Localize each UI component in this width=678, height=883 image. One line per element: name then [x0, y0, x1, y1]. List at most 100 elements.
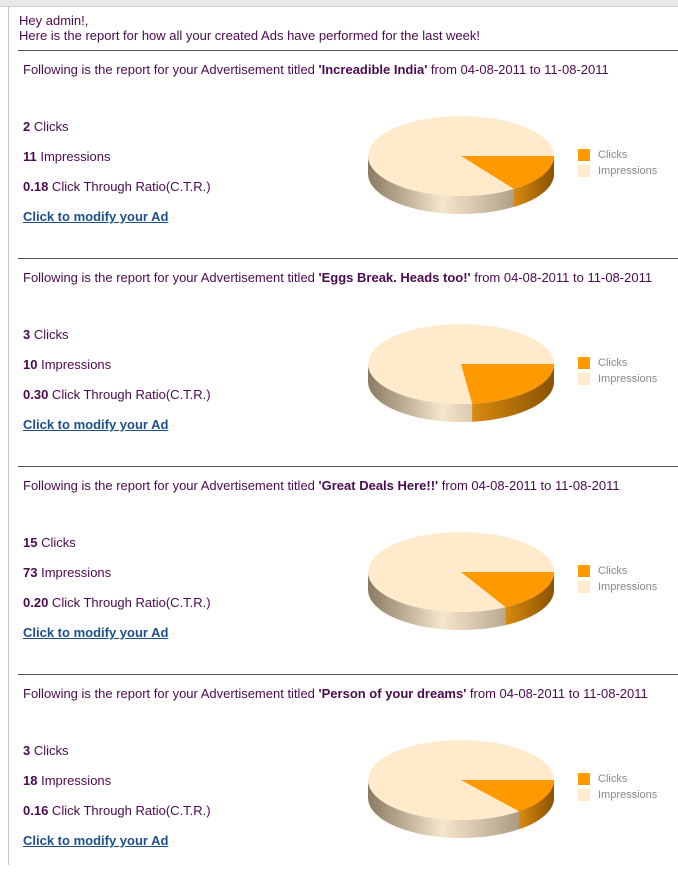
- pie-chart: [368, 116, 554, 214]
- section-separator: [18, 466, 678, 467]
- clicks-value: 15: [23, 535, 38, 550]
- ctr-label: Click Through Ratio(C.T.R.): [48, 179, 211, 194]
- ctr-stat: 0.20 Click Through Ratio(C.T.R.): [23, 595, 211, 610]
- legend-item-impressions: Impressions: [578, 163, 657, 179]
- legend-label: Clicks: [598, 565, 628, 577]
- impressions-stat: 18 Impressions: [23, 773, 111, 788]
- legend-item-clicks: Clicks: [578, 563, 657, 579]
- legend-label: Clicks: [598, 773, 628, 785]
- pie-chart: [368, 532, 554, 630]
- report-heading: Following is the report for your Adverti…: [23, 478, 620, 493]
- legend-label: Impressions: [598, 789, 658, 801]
- clicks-swatch: [578, 773, 590, 785]
- modify-ad-link[interactable]: Click to modify your Ad: [23, 209, 169, 224]
- date-to: 11-08-2011: [583, 686, 648, 701]
- legend-label: Clicks: [598, 357, 628, 369]
- clicks-label: Clicks: [37, 535, 76, 550]
- legend-label: Impressions: [598, 165, 658, 177]
- chart-legend: Clicks Impressions: [578, 563, 657, 595]
- legend-item-clicks: Clicks: [578, 355, 657, 371]
- clicks-swatch: [578, 357, 590, 369]
- legend-item-clicks: Clicks: [578, 147, 657, 163]
- clicks-swatch: [578, 149, 590, 161]
- legend-label: Clicks: [598, 149, 628, 161]
- date-from: 04-08-2011: [499, 686, 566, 701]
- section-separator: [18, 258, 678, 259]
- heading-to: to: [569, 270, 588, 285]
- impressions-swatch: [578, 581, 590, 593]
- ctr-value: 0.20: [23, 595, 49, 610]
- heading-from: from: [470, 270, 504, 285]
- clicks-stat: 3 Clicks: [23, 743, 69, 758]
- clicks-stat: 3 Clicks: [23, 327, 69, 342]
- legend-item-impressions: Impressions: [578, 371, 657, 387]
- impressions-label: Impressions: [37, 357, 112, 372]
- ctr-stat: 0.16 Click Through Ratio(C.T.R.): [23, 803, 211, 818]
- ad-title: 'Person of your dreams': [318, 686, 467, 701]
- legend-item-impressions: Impressions: [578, 579, 657, 595]
- modify-ad-link[interactable]: Click to modify your Ad: [23, 833, 169, 848]
- date-to: 11-08-2011: [555, 478, 620, 493]
- clicks-label: Clicks: [30, 119, 69, 134]
- greeting-line-1: Hey admin!,: [19, 13, 89, 28]
- legend-label: Impressions: [598, 581, 658, 593]
- clicks-slice: [461, 156, 554, 189]
- report-heading: Following is the report for your Adverti…: [23, 270, 652, 285]
- ctr-value: 0.16: [23, 803, 49, 818]
- top-border: [0, 0, 678, 7]
- clicks-value: 3: [23, 327, 31, 342]
- heading-from: from: [466, 686, 500, 701]
- pie-chart: [368, 740, 554, 838]
- impressions-swatch: [578, 165, 590, 177]
- ad-report-section: Following is the report for your Adverti…: [0, 467, 678, 675]
- impressions-label: Impressions: [37, 565, 112, 580]
- ctr-value: 0.18: [23, 179, 49, 194]
- impressions-stat: 73 Impressions: [23, 565, 111, 580]
- impressions-stat: 11 Impressions: [23, 149, 110, 164]
- ctr-value: 0.30: [23, 387, 49, 402]
- clicks-slice: [461, 572, 554, 608]
- chart-legend: Clicks Impressions: [578, 355, 657, 387]
- heading-to: to: [565, 686, 584, 701]
- ad-title: 'Eggs Break. Heads too!': [318, 270, 471, 285]
- impressions-label: Impressions: [36, 149, 111, 164]
- section-separator: [18, 674, 678, 675]
- impressions-label: Impressions: [37, 773, 112, 788]
- clicks-stat: 2 Clicks: [23, 119, 69, 134]
- modify-ad-link[interactable]: Click to modify your Ad: [23, 417, 169, 432]
- impressions-swatch: [578, 373, 590, 385]
- heading-to: to: [526, 62, 545, 77]
- report-heading: Following is the report for your Adverti…: [23, 686, 648, 701]
- left-border: [8, 6, 9, 865]
- heading-to: to: [536, 478, 556, 493]
- heading-prefix: Following is the report for your Adverti…: [23, 270, 319, 285]
- ctr-label: Click Through Ratio(C.T.R.): [48, 387, 211, 402]
- date-from: 04-08-2011: [460, 62, 527, 77]
- impressions-value: 10: [23, 357, 38, 372]
- date-from: 04-08-2011: [471, 478, 537, 493]
- report-heading: Following is the report for your Adverti…: [23, 62, 609, 77]
- pie-chart: [368, 324, 554, 422]
- clicks-swatch: [578, 565, 590, 577]
- impressions-value: 73: [23, 565, 38, 580]
- heading-from: from: [438, 478, 472, 493]
- modify-ad-link[interactable]: Click to modify your Ad: [23, 625, 169, 640]
- heading-prefix: Following is the report for your Adverti…: [23, 478, 319, 493]
- impressions-value: 18: [23, 773, 38, 788]
- date-to: 11-08-2011: [587, 270, 653, 285]
- ctr-stat: 0.18 Click Through Ratio(C.T.R.): [23, 179, 211, 194]
- ad-report-section: Following is the report for your Adverti…: [0, 51, 678, 259]
- section-separator: [18, 50, 678, 51]
- date-from: 04-08-2011: [503, 270, 570, 285]
- ad-report-section: Following is the report for your Adverti…: [0, 259, 678, 467]
- clicks-value: 2: [23, 119, 31, 134]
- legend-label: Impressions: [598, 373, 658, 385]
- clicks-slice: [461, 364, 554, 404]
- impressions-stat: 10 Impressions: [23, 357, 111, 372]
- heading-prefix: Following is the report for your Adverti…: [23, 62, 319, 77]
- ad-title: 'Great Deals Here!!': [318, 478, 439, 493]
- legend-item-impressions: Impressions: [578, 787, 657, 803]
- ctr-label: Click Through Ratio(C.T.R.): [48, 803, 211, 818]
- clicks-label: Clicks: [30, 743, 69, 758]
- clicks-value: 3: [23, 743, 31, 758]
